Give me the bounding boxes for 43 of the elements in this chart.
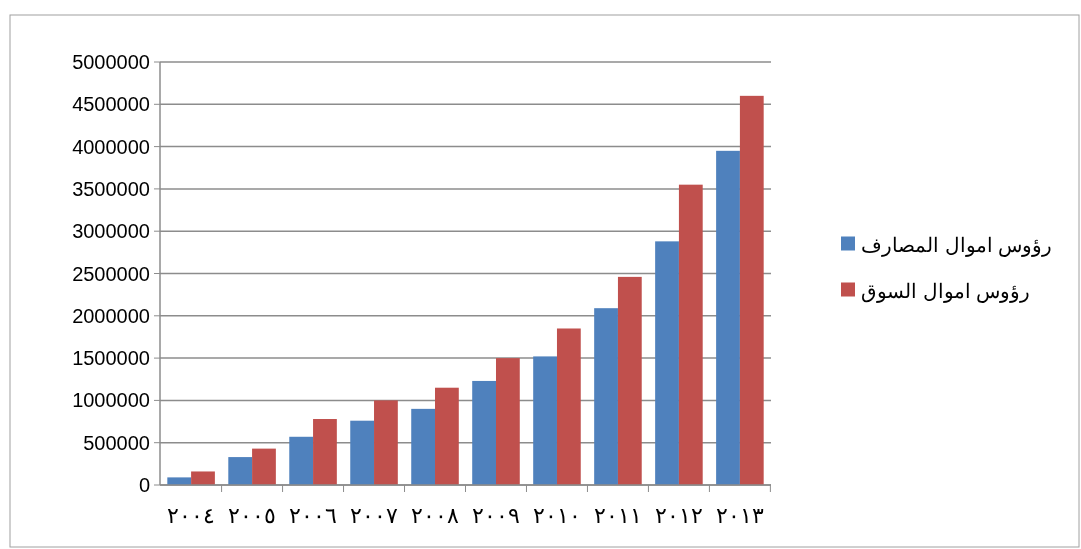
bar	[678, 184, 703, 485]
bar	[313, 419, 337, 485]
legend-label: رؤوس اموال المصارف	[861, 233, 1053, 257]
bar	[472, 380, 496, 485]
bar	[252, 448, 276, 485]
bar	[435, 387, 459, 485]
x-tick-label: ٢٠١٠	[532, 503, 581, 528]
bar	[228, 457, 253, 485]
x-tick-label: ٢٠٠٩	[471, 503, 520, 528]
y-tick-label: 4500000	[72, 93, 150, 116]
bar	[739, 95, 764, 485]
bar	[495, 358, 520, 485]
y-tick-label: 1000000	[72, 389, 150, 412]
bar	[556, 328, 581, 485]
bar	[191, 471, 215, 485]
x-tick-label: ٢٠٠٤	[167, 503, 216, 528]
y-tick-label: 3000000	[72, 220, 150, 243]
y-tick-label: 2500000	[72, 262, 150, 285]
bar	[655, 241, 679, 485]
x-tick-label: ٢٠٠٥	[228, 503, 277, 528]
y-tick-label: 5000000	[72, 51, 150, 73]
x-tick-label: ٢٠١١	[593, 503, 642, 528]
x-tick-label: ٢٠٠٦	[289, 503, 338, 528]
y-tick-label: 500000	[83, 431, 150, 454]
y-tick-label: 4000000	[72, 135, 150, 158]
y-tick-label: 1500000	[72, 347, 150, 370]
x-tick-label: ٢٠٠٧	[350, 503, 399, 528]
legend-label: رؤوس اموال السوق	[861, 279, 1031, 303]
bar	[350, 420, 375, 485]
bar	[594, 308, 618, 485]
y-tick-label: 0	[138, 474, 150, 496]
bar	[374, 400, 398, 485]
x-tick-label: ٢٠٠٨	[411, 503, 460, 528]
bar	[617, 276, 642, 485]
bar	[411, 408, 436, 485]
bar	[533, 356, 557, 485]
bar	[716, 150, 740, 485]
y-tick-label: 3500000	[72, 177, 150, 200]
x-tick-label: ٢٠١٢	[654, 503, 703, 528]
bar	[167, 477, 192, 485]
bar	[289, 436, 314, 485]
y-tick-label: 2000000	[72, 304, 150, 327]
x-tick-label: ٢٠١٣	[715, 503, 764, 528]
